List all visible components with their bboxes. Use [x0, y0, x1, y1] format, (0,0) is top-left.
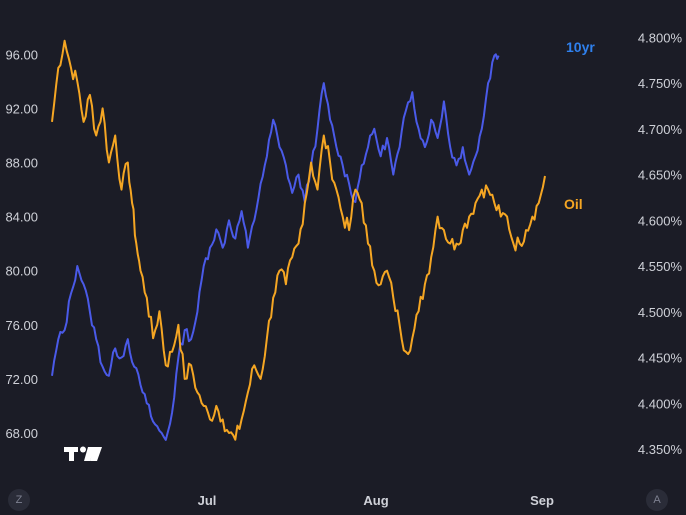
- left-tick-label: 92.00: [5, 101, 38, 116]
- right-tick-label: 4.600%: [638, 213, 683, 228]
- right-tick-label: 4.500%: [638, 305, 683, 320]
- right-tick-label: 4.550%: [638, 259, 683, 274]
- x-tick-label: Sep: [530, 493, 554, 508]
- plot-area: [51, 39, 546, 441]
- auto-scale-button[interactable]: A: [646, 489, 668, 511]
- right-tick-label: 4.750%: [638, 76, 683, 91]
- left-tick-label: 68.00: [5, 426, 38, 441]
- tradingview-logo-icon: [64, 444, 104, 469]
- x-axis: Jul Aug Sep: [198, 493, 554, 508]
- right-tick-label: 4.700%: [638, 122, 683, 137]
- right-tick-label: 4.650%: [638, 168, 683, 183]
- series-label-10yr: 10yr: [566, 39, 595, 55]
- left-axis: 68.00 72.00 76.00 80.00 84.00 88.00 92.00 96.00: [5, 47, 38, 441]
- series-line-oil: [51, 39, 546, 441]
- x-tick-label: Jul: [198, 493, 217, 508]
- right-axis: 4.350% 4.400% 4.450% 4.500% 4.550% 4.600% 4.65…: [638, 30, 683, 457]
- left-tick-label: 76.00: [5, 318, 38, 333]
- left-tick-label: 80.00: [5, 264, 38, 279]
- left-tick-label: 84.00: [5, 210, 38, 225]
- right-tick-label: 4.350%: [638, 442, 683, 457]
- x-tick-label: Aug: [363, 493, 388, 508]
- left-tick-label: 88.00: [5, 156, 38, 171]
- right-tick-label: 4.450%: [638, 351, 683, 366]
- left-tick-label: 72.00: [5, 372, 38, 387]
- series-line-10yr: [51, 53, 500, 441]
- zoom-toggle-button[interactable]: Z: [8, 489, 30, 511]
- left-tick-label: 96.00: [5, 47, 38, 62]
- series-label-oil: Oil: [564, 196, 583, 212]
- right-tick-label: 4.800%: [638, 30, 683, 45]
- right-tick-label: 4.400%: [638, 396, 683, 411]
